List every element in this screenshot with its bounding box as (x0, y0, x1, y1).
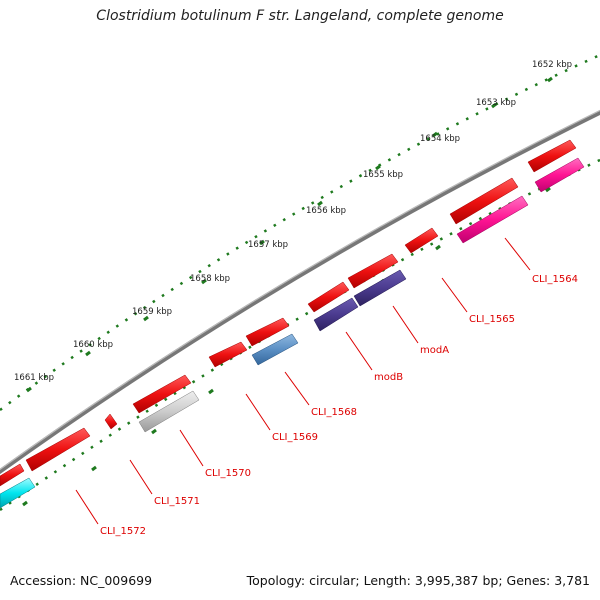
kbp-label: 1658 kbp (190, 274, 230, 284)
gene-label: CLI_1572 (100, 526, 146, 537)
kbp-label: 1656 kbp (306, 206, 346, 216)
gene-box[interactable] (0, 477, 36, 509)
gene-arrow[interactable] (25, 427, 91, 472)
gene-arrow[interactable] (307, 281, 350, 313)
map-title: Clostridium botulinum F str. Langeland, … (96, 8, 504, 24)
outer-tick-track (0, 53, 600, 412)
kbp-label: 1652 kbp (532, 60, 572, 70)
gene-arrow[interactable] (0, 463, 25, 487)
reverse-genes (0, 157, 585, 509)
gene-box[interactable] (353, 269, 407, 307)
gene-box[interactable] (313, 297, 359, 332)
gene-box[interactable] (534, 157, 585, 193)
kbp-label: 1654 kbp (420, 134, 460, 144)
gene-label: modB (374, 372, 403, 383)
genome-backbone-highlight (0, 109, 600, 471)
gene-arrow[interactable] (347, 253, 399, 289)
kbp-labels: 1652 kbp 1653 kbp 1654 kbp 1655 kbp 1656… (14, 60, 572, 383)
kbp-label: 1657 kbp (248, 240, 288, 250)
gene-label: CLI_1569 (272, 432, 318, 443)
kbp-label: 1660 kbp (73, 340, 113, 350)
gene-arrow[interactable] (527, 139, 577, 173)
outer-major-ticks (26, 76, 553, 393)
kbp-label: 1653 kbp (476, 98, 516, 108)
gene-label: CLI_1564 (532, 274, 578, 285)
label-leaders (75, 237, 531, 525)
gene-label: modA (420, 345, 449, 356)
gene-arrow[interactable] (449, 177, 519, 225)
gene-labels: CLI_1564 CLI_1565 modA modB CLI_1568 CLI… (100, 274, 578, 537)
kbp-label: 1655 kbp (363, 170, 403, 180)
genome-summary-text: Topology: circular; Length: 3,995,387 bp… (246, 573, 590, 588)
kbp-label: 1661 kbp (14, 373, 54, 383)
gene-box[interactable] (456, 195, 529, 244)
gene-arrow[interactable] (104, 413, 118, 430)
gene-box[interactable] (138, 390, 200, 433)
gene-arrow[interactable] (404, 227, 439, 254)
gene-label: CLI_1571 (154, 496, 200, 507)
gene-label: CLI_1568 (311, 407, 357, 418)
accession-text: Accession: NC_009699 (10, 573, 153, 588)
gene-label: CLI_1570 (205, 468, 251, 479)
gene-label: CLI_1565 (469, 314, 515, 325)
gene-arrow[interactable] (208, 341, 248, 368)
gene-box[interactable] (251, 333, 299, 366)
gene-arrow[interactable] (245, 317, 290, 347)
forward-genes (0, 139, 577, 487)
gene-arrow[interactable] (132, 374, 192, 414)
genome-backbone (0, 109, 600, 475)
kbp-label: 1659 kbp (132, 307, 172, 317)
